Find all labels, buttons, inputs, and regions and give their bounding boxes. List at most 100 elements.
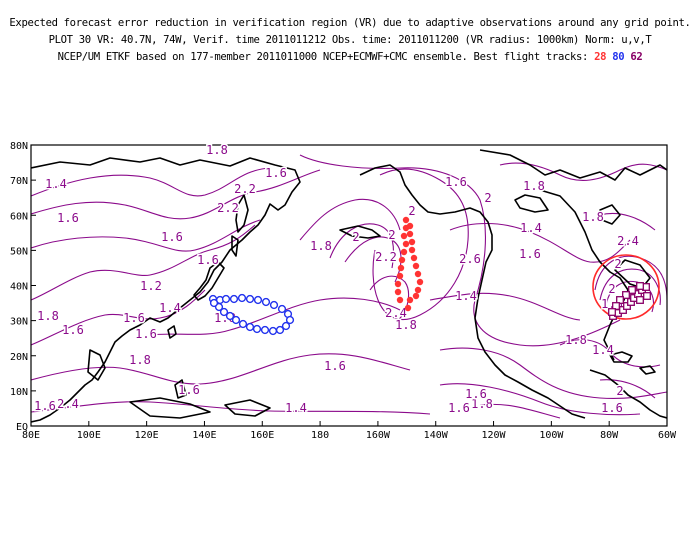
contour-label: 1.6 — [465, 387, 487, 401]
y-tick-label: 30N — [10, 317, 28, 328]
track-point-blue — [277, 304, 287, 314]
track-point-purple — [622, 291, 630, 299]
contour-label: 2.2 — [234, 182, 256, 196]
contour-label: 2 — [608, 282, 615, 296]
track-point-purple — [636, 296, 644, 304]
title-line-3-prefix: NCEP/UM ETKF based on 177-member 2011011… — [57, 51, 589, 63]
track-point-blue — [237, 293, 247, 303]
track-point-red — [412, 262, 420, 270]
contour-label: 1.4 — [159, 301, 181, 315]
contour-label: 1.6 — [161, 230, 183, 244]
track-point-purple — [616, 296, 624, 304]
x-axis-ticks: 80E 100E 120E 140E 160E 180 160W 140W 120W 100W 80… — [22, 421, 677, 441]
contour-label: 1.8 — [471, 397, 493, 411]
contour-label: 1.6 — [519, 247, 541, 261]
x-tick-label: 160E — [250, 430, 274, 441]
track-point-red — [414, 270, 422, 278]
track-point-purple — [612, 302, 620, 310]
contour-label: 1.4 — [520, 221, 542, 235]
track-point-red — [398, 256, 406, 264]
track-label-blue: 80 — [612, 51, 625, 63]
title-line-3: NCEP/UM ETKF based on 177-member 2011011… — [0, 51, 700, 63]
contour-label: 2 — [614, 257, 621, 271]
contour-label: 2.4 — [385, 306, 407, 320]
contour-label: 1.6 — [135, 327, 157, 341]
track-point-purple — [643, 292, 651, 300]
y-tick-label: 80N — [10, 141, 28, 152]
flight-track-red — [394, 216, 424, 312]
track-point-blue — [238, 319, 248, 329]
track-point-blue — [275, 325, 285, 335]
track-point-red — [412, 292, 420, 300]
track-point-red — [394, 288, 402, 296]
track-point-blue — [253, 295, 263, 305]
map-frame — [30, 144, 668, 427]
track-point-red — [406, 296, 414, 304]
track-point-red — [394, 280, 402, 288]
x-tick-label: 80E — [22, 430, 40, 441]
x-tick-label: 100W — [539, 430, 564, 441]
x-tick-label: 180 — [311, 430, 329, 441]
y-tick-label: EQ — [16, 422, 28, 433]
y-tick-label: 10N — [10, 387, 28, 398]
contour-label: 1.6 — [197, 253, 219, 267]
contour-label: 1.6 — [123, 311, 145, 325]
track-point-blue — [221, 294, 231, 304]
contour-label: 2 — [352, 230, 359, 244]
track-point-red — [404, 304, 412, 312]
contour-label: 1.8 — [206, 143, 228, 157]
track-point-blue — [285, 315, 295, 325]
contour-label: 2.2 — [217, 201, 239, 215]
y-tick-label: 60N — [10, 211, 28, 222]
track-point-purple — [619, 306, 627, 314]
track-label-red: 28 — [594, 51, 607, 63]
x-tick-label: 140E — [192, 430, 216, 441]
contour-label: 1.6 — [57, 211, 79, 225]
track-point-purple — [636, 282, 644, 290]
track-point-blue — [245, 322, 255, 332]
track-point-red — [406, 222, 414, 230]
x-tick-label: 100E — [77, 430, 101, 441]
track-point-red — [408, 246, 416, 254]
title-line-1: Expected forecast error reduction in ver… — [9, 17, 691, 29]
track-point-red — [400, 232, 408, 240]
contour-label: 2 — [408, 204, 415, 218]
y-axis-ticks: EQ 10N 20N 30N 40N 50N 60N 70N 80N — [10, 141, 36, 433]
contour-label: 1.2 — [140, 279, 162, 293]
contour-label: 1.4 — [592, 343, 614, 357]
track-point-blue — [245, 294, 255, 304]
coastlines — [31, 149, 667, 423]
track-point-red — [416, 278, 424, 286]
x-tick-label: 60W — [658, 430, 677, 441]
track-point-red — [396, 296, 404, 304]
contour-label: 1.6 — [445, 175, 467, 189]
track-point-red — [402, 216, 410, 224]
contour-label: 1.8 — [37, 309, 59, 323]
contour-label: 1.8 — [129, 353, 151, 367]
contour-label: 1.8 — [582, 210, 604, 224]
contour-label: 1.4 — [45, 177, 67, 191]
contour-label: 1.6 — [178, 383, 200, 397]
x-tick-label: 160W — [366, 430, 391, 441]
track-point-red — [400, 248, 408, 256]
track-label-purple: 62 — [630, 51, 643, 63]
contour-label: 1.6 — [265, 166, 287, 180]
track-point-blue — [281, 321, 291, 331]
track-point-blue — [231, 315, 241, 325]
contour-label: 1.8 — [310, 239, 332, 253]
contour-label: 1.8 — [395, 318, 417, 332]
contour-label: 1.4 — [285, 401, 307, 415]
track-point-red — [402, 240, 410, 248]
track-point-blue — [219, 307, 229, 317]
y-tick-label: 70N — [10, 176, 28, 187]
track-point-red — [396, 272, 404, 280]
track-point-blue — [225, 311, 235, 321]
contour-label: 2 — [388, 228, 395, 242]
x-tick-label: 120W — [481, 430, 506, 441]
flight-track-purple — [608, 282, 651, 320]
track-point-red — [397, 264, 405, 272]
contour-label: 2.4 — [617, 234, 639, 248]
track-point-purple — [623, 302, 631, 310]
x-tick-label: 120E — [135, 430, 159, 441]
